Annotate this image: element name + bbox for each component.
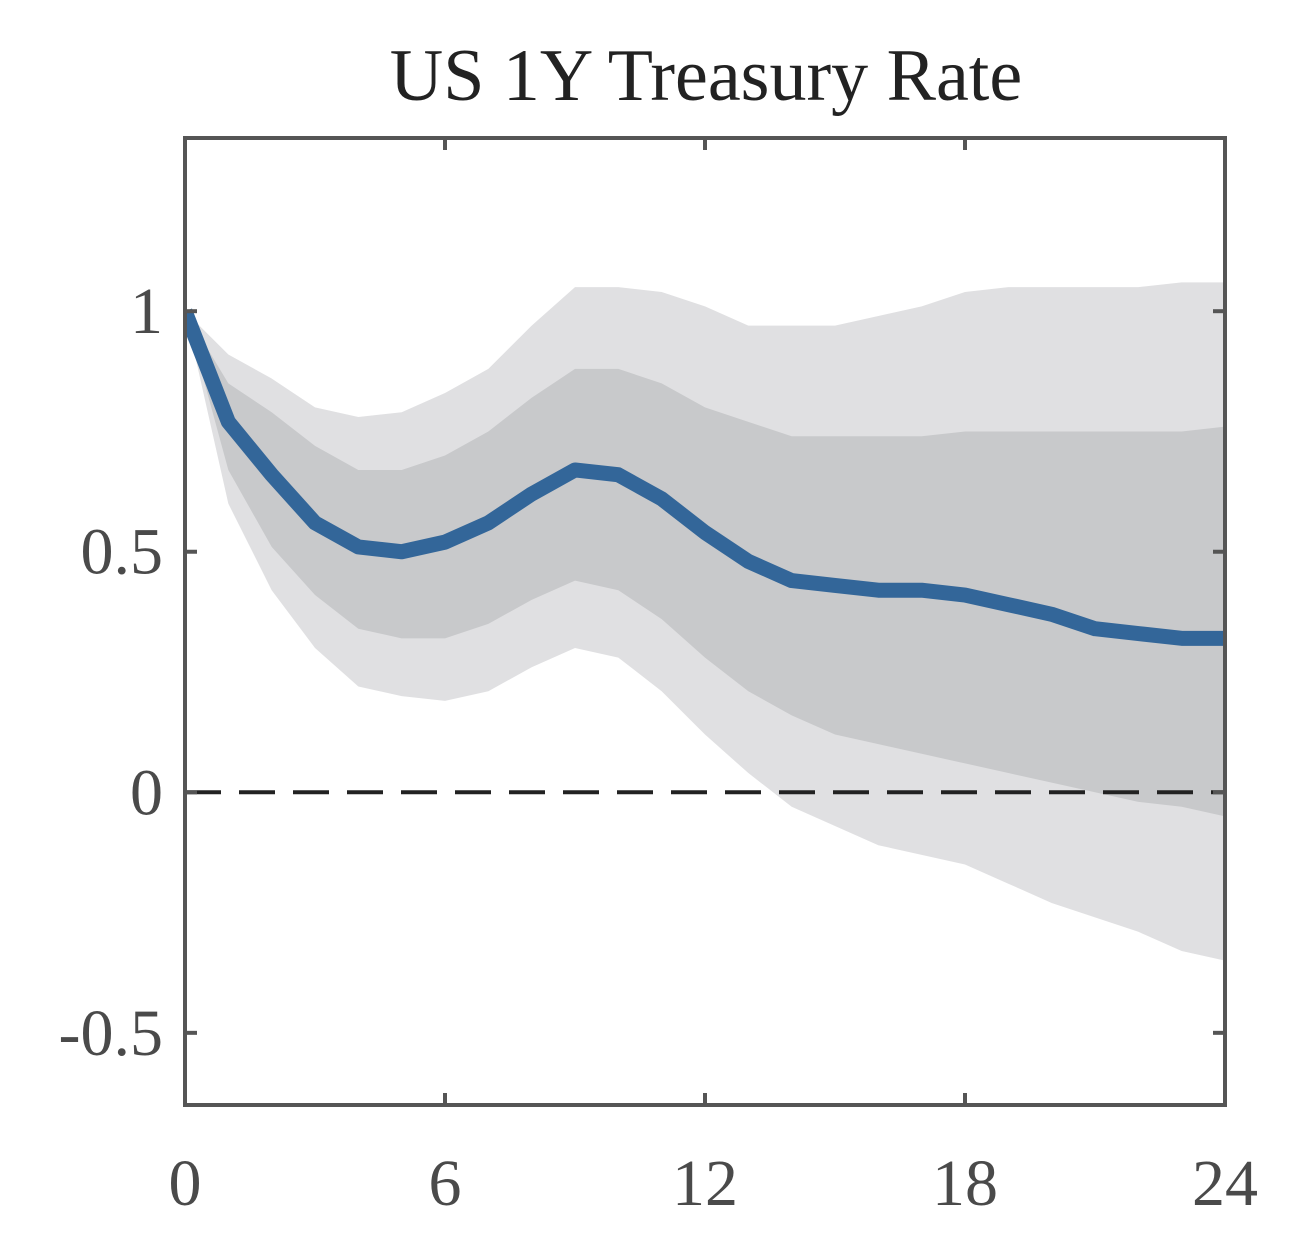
y-tick-label: -0.5 — [59, 997, 163, 1070]
confidence-band-inner — [185, 311, 1225, 817]
x-tick-label: 12 — [672, 1147, 738, 1220]
x-tick-label: 24 — [1192, 1147, 1258, 1220]
y-tick-label: 0 — [130, 756, 163, 829]
plot-area — [183, 136, 1227, 1107]
x-tick-label: 6 — [429, 1147, 462, 1220]
y-tick-label: 1 — [130, 275, 163, 348]
x-tick-label: 0 — [169, 1147, 202, 1220]
x-axis: 0 6 12 18 24 — [169, 138, 1258, 1220]
impulse-response-line — [185, 308, 1225, 646]
chart-title: US 1Y Treasury Rate — [390, 35, 1022, 117]
x-tick-label: 18 — [932, 1147, 998, 1220]
y-tick-label: 0.5 — [81, 516, 164, 589]
y-axis: -0.5 0 0.5 1 — [59, 275, 1225, 1070]
